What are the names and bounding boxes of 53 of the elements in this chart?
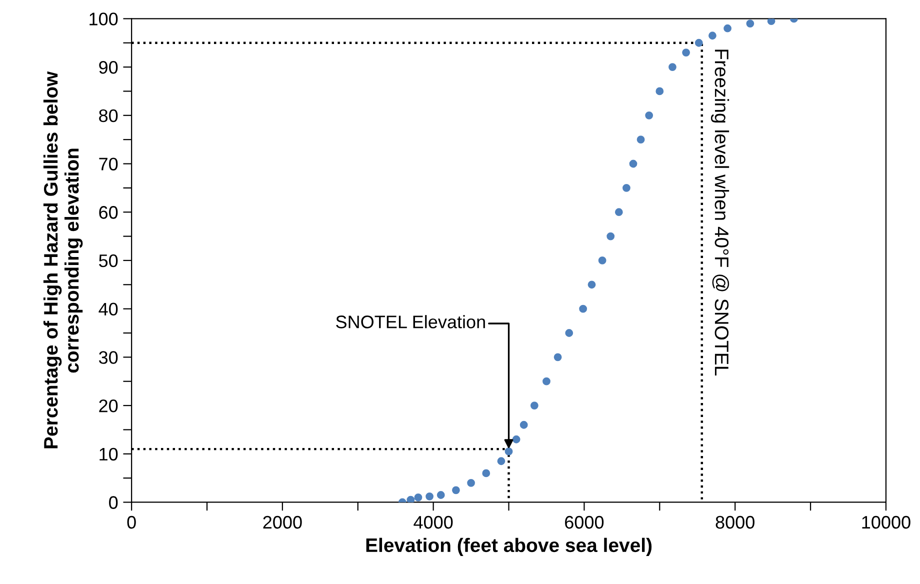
y-tick-label: 10 (100, 448, 118, 461)
x-tick-label: 2000 (263, 516, 302, 529)
point (504, 448, 513, 456)
point (497, 457, 506, 466)
point (436, 491, 445, 499)
y-tick-label: 80 (99, 109, 118, 122)
y-tick-label: 30 (98, 351, 118, 364)
point (694, 38, 703, 47)
point (530, 402, 538, 410)
point (622, 184, 630, 192)
point (512, 435, 520, 444)
point (554, 353, 562, 362)
y-tick-label: 90 (99, 60, 118, 74)
y-tick-label: 40 (98, 302, 118, 316)
point (668, 63, 676, 71)
y-tick-label: 50 (99, 254, 118, 268)
point (724, 24, 732, 32)
x-tick-label: 6000 (565, 516, 604, 529)
y-tick-label: 20 (99, 399, 118, 412)
annotation: SNOTEL Elevation (336, 315, 485, 328)
annotation: Freezing level when 40°F @ SNOTEL (710, 50, 730, 376)
point (682, 48, 690, 56)
point (579, 304, 588, 313)
x-tick-label: 10000 (862, 516, 910, 529)
point (645, 111, 654, 120)
point (452, 486, 460, 494)
point (629, 160, 638, 168)
y-tick-label: 0 (109, 496, 118, 509)
point (414, 493, 422, 502)
point (588, 280, 596, 289)
point (542, 377, 550, 386)
point (598, 256, 606, 264)
y-axis-title: Percentage of High Hazard Gullies below corresponding elevation (43, 71, 83, 448)
y-tick-label: 60 (99, 206, 118, 219)
point (482, 469, 490, 478)
point (656, 87, 664, 96)
x-axis-title: Elevation (feet above sea level) (366, 538, 652, 556)
point (746, 20, 754, 28)
point (406, 496, 415, 502)
point (426, 492, 434, 500)
y-tick-label: 70 (99, 158, 118, 170)
point (708, 32, 716, 40)
point (767, 18, 776, 26)
point (565, 329, 574, 337)
point (614, 208, 623, 216)
point (467, 478, 475, 487)
x-tick-label: 4000 (414, 516, 453, 529)
point (636, 136, 645, 144)
x-tick-label: 0 (127, 516, 136, 529)
point (606, 232, 615, 240)
y-tick-label: 100 (90, 12, 118, 26)
point (520, 420, 528, 429)
x-tick-label: 8000 (716, 516, 754, 529)
